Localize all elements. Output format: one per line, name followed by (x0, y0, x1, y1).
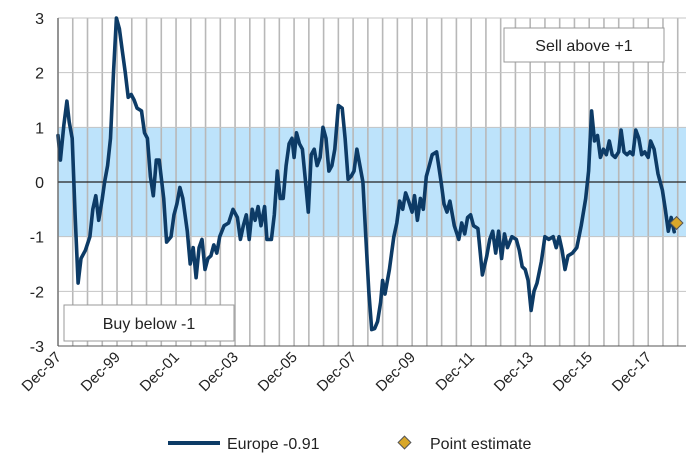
x-tick-label: Dec-03 (196, 349, 242, 395)
x-tick-label: Dec-11 (433, 349, 478, 394)
x-tick-label: Dec-09 (373, 349, 419, 395)
sell-label-box (503, 27, 665, 63)
y-tick-label: 3 (35, 11, 44, 28)
x-tick-label: Dec-13 (491, 349, 537, 395)
sell-label: Sell above +1 (535, 38, 633, 55)
y-tick-label: -1 (30, 230, 44, 247)
x-tick-label: Dec-17 (609, 349, 655, 395)
x-tick-label: Dec-99 (78, 349, 124, 395)
x-tick-label: Dec-15 (550, 349, 596, 395)
buy-label: Buy below -1 (103, 316, 196, 333)
legend-point-swatch (397, 435, 412, 450)
legend: Europe -0.91 Point estimate (168, 435, 531, 453)
x-tick-label: Dec-07 (314, 349, 360, 395)
legend-europe-label: Europe -0.91 (227, 436, 320, 453)
y-tick-label: 2 (35, 66, 44, 83)
y-tick-label: 1 (35, 120, 44, 137)
series-line-europe (56, 16, 676, 332)
y-tick-label: 0 (35, 175, 44, 192)
y-tick-label: -2 (30, 284, 44, 301)
y-tick-label: -3 (30, 339, 44, 356)
legend-point-label: Point estimate (430, 436, 531, 453)
x-tick-label: Dec-05 (255, 349, 301, 395)
point-estimate-marker (669, 215, 684, 231)
x-tick-label: Dec-01 (137, 349, 183, 395)
buy-label-box (63, 304, 235, 342)
